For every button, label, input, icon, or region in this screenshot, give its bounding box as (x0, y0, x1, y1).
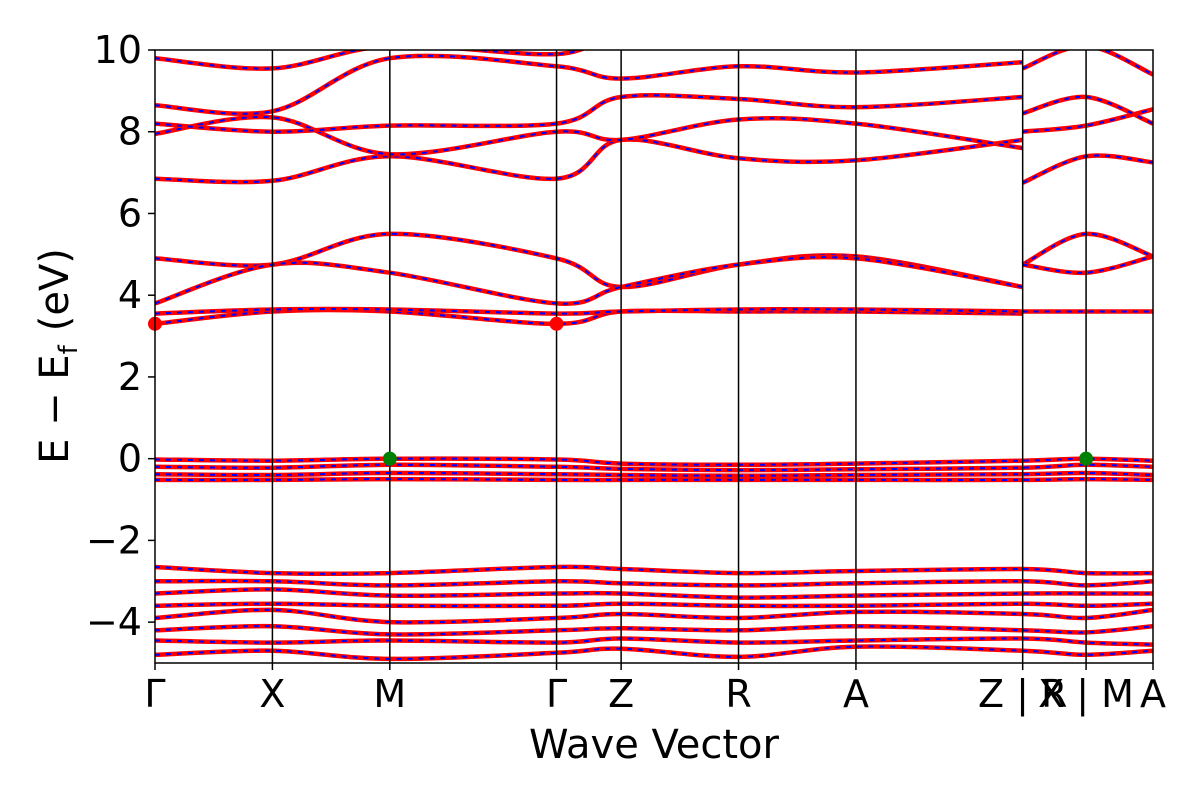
band-line-spin-down (155, 307, 1023, 315)
band-line-spin-down (1022, 255, 1153, 274)
extrema-markers (148, 316, 1094, 466)
band-line-spin-up (1022, 254, 1153, 276)
band-line-spin-up (155, 231, 1024, 290)
band-line-spin-down (155, 602, 1153, 608)
x-tick-label: M (373, 672, 406, 716)
vbm-marker (1079, 451, 1094, 466)
plot-frame (154, 49, 1154, 664)
x-tick-label: R (725, 672, 751, 716)
band-line-spin-up (155, 607, 1153, 625)
band-line-spin-down (155, 625, 1153, 636)
x-tick-label: X (259, 672, 285, 716)
x-tick-label: X | M (1038, 672, 1134, 717)
y-axis-ticks: −4 −2 0 2 4 6 8 10 (86, 28, 155, 644)
y-tick-label: 10 (94, 28, 142, 72)
band-line-spin-down (1022, 50, 1153, 76)
band-line-spin-down (155, 565, 1153, 575)
band-line-spin-up (155, 50, 586, 71)
y-tick-label: 6 (118, 191, 142, 235)
band-line-spin-up (155, 137, 1023, 185)
band-line-spin-down (155, 579, 1153, 587)
band-line-spin-down (155, 463, 1153, 472)
band-line-spin-down (1022, 232, 1153, 266)
band-line-spin-down (155, 478, 1153, 481)
x-tick-label: A (843, 672, 869, 716)
y-axis-label-main: E − E (32, 354, 78, 464)
x-tick-label: Γ (144, 672, 165, 716)
band-line-spin-down (155, 50, 583, 70)
y-tick-label: 0 (118, 437, 142, 481)
bands-layer (155, 50, 1153, 662)
band-line-spin-down (155, 637, 1153, 646)
cbm-marker (549, 316, 564, 331)
high-symmetry-lines (271, 50, 1087, 663)
y-tick-label: 8 (118, 110, 142, 154)
x-tick-label: Z (608, 672, 634, 716)
band-line-spin-down (155, 138, 1023, 184)
band-line-spin-up (155, 644, 1153, 662)
band-line-spin-down (155, 115, 1023, 156)
y-axis-label-subscript: f (54, 344, 84, 354)
y-tick-label: 4 (118, 273, 142, 317)
x-tick-label: Z | R (978, 672, 1067, 717)
band-line-spin-down (155, 471, 1153, 477)
band-line-spin-up (1021, 153, 1153, 185)
y-tick-label: −2 (86, 518, 142, 562)
y-axis-label: E − Ef (eV) (32, 248, 84, 464)
band-line-spin-up (1022, 94, 1153, 126)
band-line-spin-down (1022, 95, 1153, 125)
band-line-spin-down (155, 457, 1153, 466)
x-axis-label: Wave Vector (529, 722, 780, 768)
band-line-spin-down (1022, 108, 1153, 133)
x-tick-label: A (1140, 672, 1166, 716)
y-tick-label: −4 (86, 600, 142, 644)
y-tick-label: 2 (118, 355, 142, 399)
band-line-spin-down (155, 645, 1153, 660)
y-axis-label-unit: (eV) (32, 248, 78, 331)
x-tick-label: Γ (546, 672, 567, 716)
band-line-spin-down (155, 588, 1153, 599)
vbm-marker (382, 451, 397, 466)
